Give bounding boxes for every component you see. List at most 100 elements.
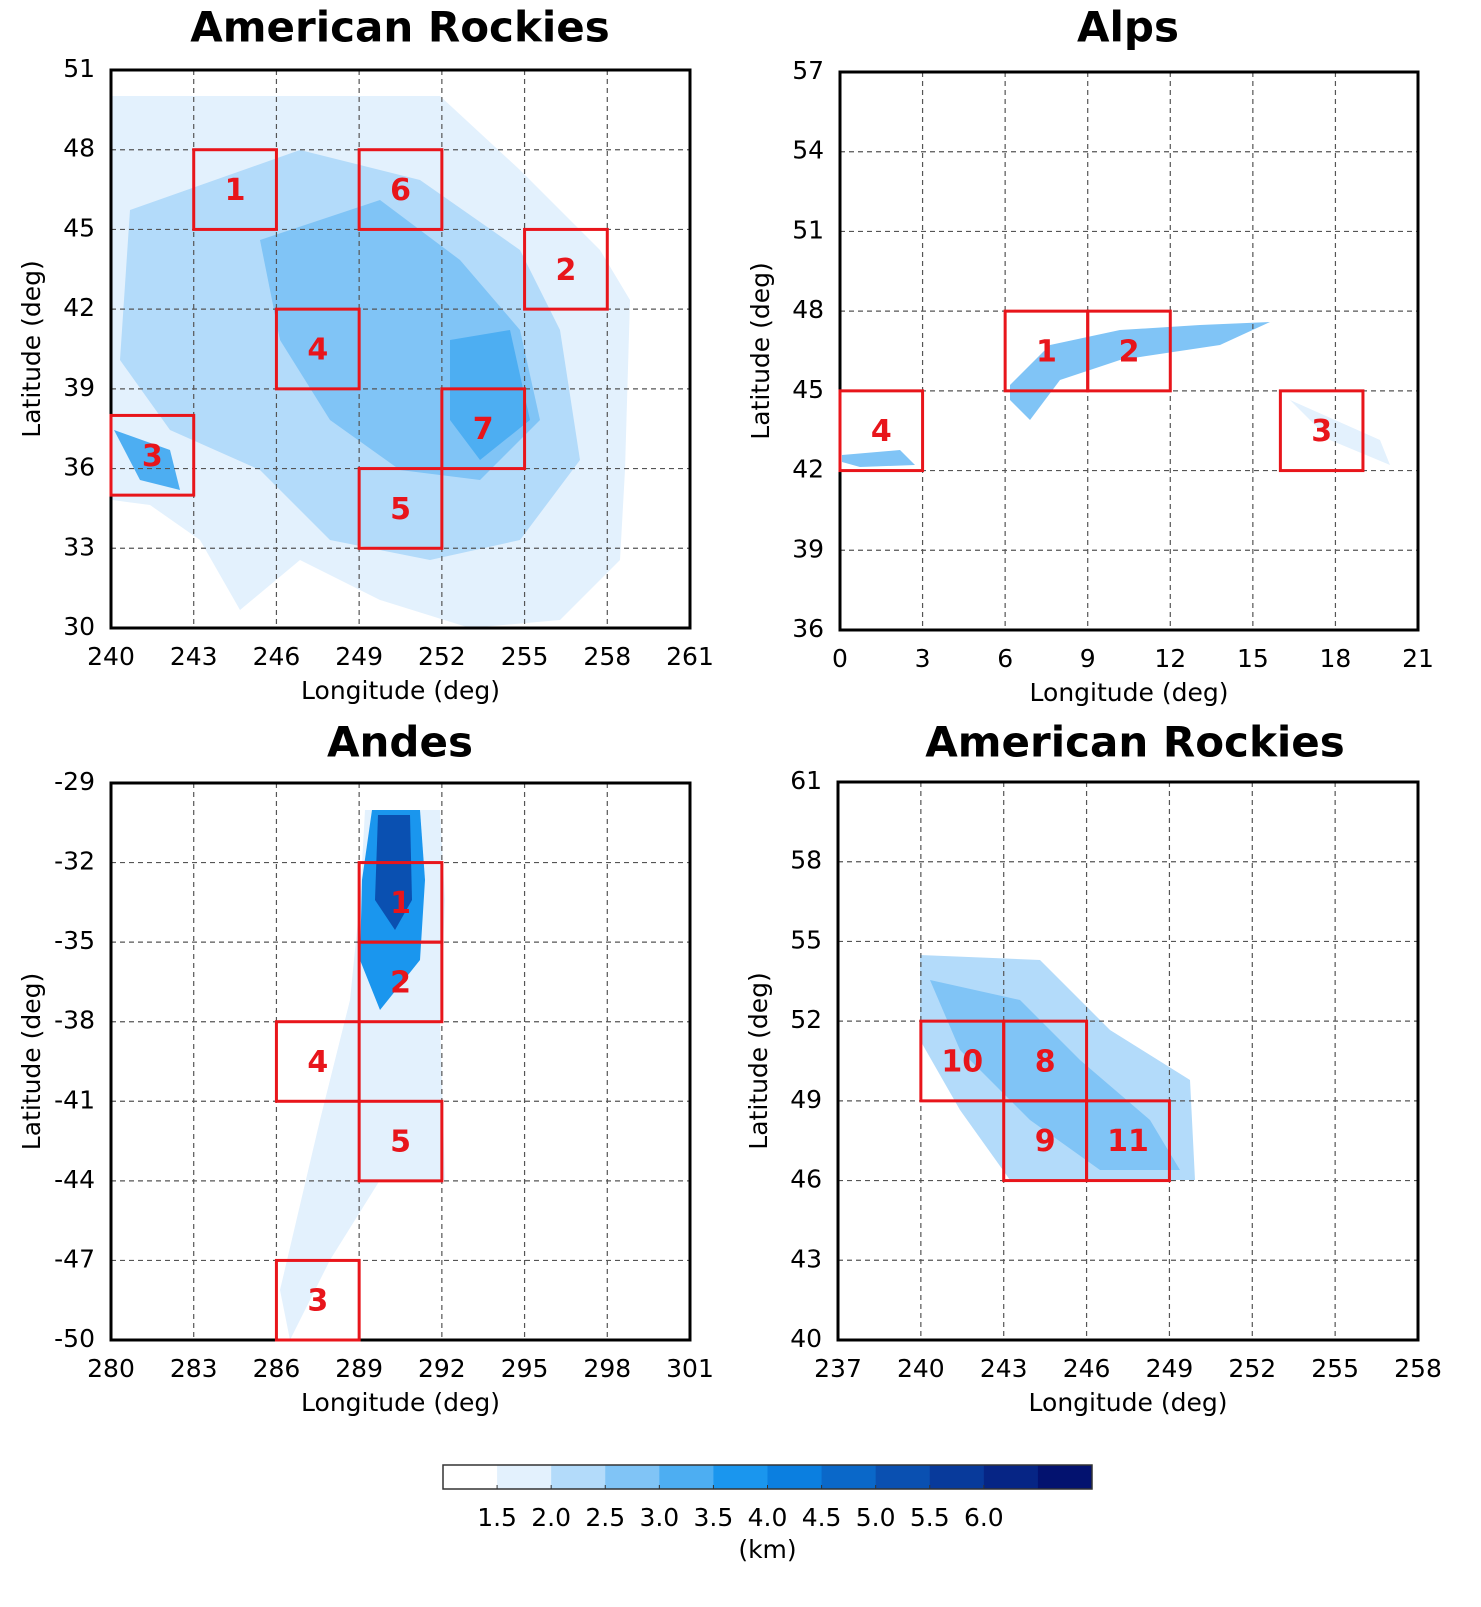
y-tick-label: 61 — [790, 766, 822, 795]
region-label: 2 — [1119, 335, 1140, 370]
colorbar-bin — [768, 1465, 823, 1489]
y-axis-label: Latitude (deg) — [746, 262, 775, 439]
y-tick-label: 45 — [792, 375, 824, 404]
region-label: 3 — [1311, 414, 1332, 449]
y-tick-label: 39 — [63, 373, 95, 402]
y-tick-label: 57 — [792, 56, 824, 85]
colorbar-bin — [497, 1465, 552, 1489]
region-label: 5 — [390, 492, 411, 527]
region-label: 7 — [473, 412, 494, 447]
region-label: 1 — [225, 173, 246, 208]
x-tick-label: 246 — [1063, 1354, 1111, 1383]
x-tick-label: 298 — [583, 1354, 631, 1383]
y-tick-label: 51 — [63, 54, 95, 83]
x-axis-label: Longitude (deg) — [1029, 1388, 1228, 1417]
x-tick-label: 301 — [666, 1354, 714, 1383]
y-tick-label: -29 — [54, 767, 95, 796]
region-label: 9 — [1035, 1124, 1056, 1159]
colorbar-bin — [930, 1465, 985, 1489]
figure: American Rockies240243246249252255258261… — [0, 0, 1481, 1603]
x-tick-label: 255 — [501, 642, 549, 671]
y-tick-label: -50 — [54, 1324, 95, 1353]
y-tick-label: 48 — [792, 295, 824, 324]
x-axis-label: Longitude (deg) — [301, 676, 500, 705]
x-tick-label: 258 — [583, 642, 631, 671]
x-tick-label: 9 — [1080, 644, 1096, 673]
y-tick-label: 48 — [63, 134, 95, 163]
chart-title: Andes — [327, 718, 473, 767]
y-axis-label: Latitude (deg) — [17, 260, 46, 437]
y-tick-label: 36 — [63, 453, 95, 482]
colorbar-bin — [551, 1465, 606, 1489]
y-tick-label: -47 — [54, 1244, 95, 1273]
colorbar-tick-label: 5.0 — [856, 1503, 896, 1532]
y-tick-label: 40 — [790, 1324, 822, 1353]
x-tick-label: 280 — [87, 1354, 135, 1383]
colorbar-bin — [1038, 1465, 1093, 1489]
y-tick-label: 42 — [792, 455, 824, 484]
x-tick-label: 6 — [997, 644, 1013, 673]
x-tick-label: 18 — [1320, 644, 1352, 673]
y-tick-label: 30 — [63, 612, 95, 641]
x-tick-label: 252 — [1228, 1354, 1276, 1383]
region-label: 2 — [390, 965, 411, 1000]
region-label: 3 — [142, 439, 163, 474]
colorbar-tick-label: 4.0 — [748, 1503, 788, 1532]
x-axis-label: Longitude (deg) — [301, 1388, 500, 1417]
y-tick-label: 39 — [792, 534, 824, 563]
colorbar-tick-label: 6.0 — [964, 1503, 1004, 1532]
x-tick-label: 289 — [335, 1354, 383, 1383]
y-tick-label: -38 — [54, 1006, 95, 1035]
y-tick-label: 54 — [792, 136, 824, 165]
y-tick-label: 49 — [790, 1085, 822, 1114]
x-tick-label: 295 — [501, 1354, 549, 1383]
x-tick-label: 0 — [832, 644, 848, 673]
x-tick-label: 283 — [170, 1354, 218, 1383]
x-tick-label: 252 — [418, 642, 466, 671]
chart-title: American Rockies — [190, 3, 610, 52]
x-tick-label: 243 — [980, 1354, 1028, 1383]
colorbar-tick-label: 3.5 — [694, 1503, 734, 1532]
colorbar-label: (km) — [738, 1535, 796, 1564]
colorbar-tick-label: 2.5 — [585, 1503, 625, 1532]
y-tick-label: -41 — [54, 1085, 95, 1114]
x-tick-label: 240 — [87, 642, 135, 671]
region-label: 6 — [390, 173, 411, 208]
y-tick-label: 58 — [790, 846, 822, 875]
y-tick-label: 33 — [63, 532, 95, 561]
colorbar-bin — [659, 1465, 714, 1489]
x-axis-label: Longitude (deg) — [1030, 678, 1229, 707]
chart-title: American Rockies — [925, 718, 1345, 767]
chart-title: Alps — [1077, 3, 1179, 52]
colorbar-tick-label: 4.5 — [802, 1503, 842, 1532]
x-tick-label: 12 — [1154, 644, 1186, 673]
x-tick-label: 21 — [1402, 644, 1434, 673]
y-tick-label: -44 — [54, 1165, 95, 1194]
region-label: 1 — [390, 886, 411, 921]
colorbar-bin — [605, 1465, 660, 1489]
x-tick-label: 286 — [253, 1354, 301, 1383]
colorbar-tick-label: 5.5 — [910, 1503, 950, 1532]
y-tick-label: 52 — [790, 1005, 822, 1034]
y-tick-label: 55 — [790, 925, 822, 954]
region-label: 1 — [1036, 335, 1057, 370]
x-tick-label: 255 — [1311, 1354, 1359, 1383]
y-tick-label: -35 — [54, 926, 95, 955]
x-tick-label: 258 — [1394, 1354, 1442, 1383]
x-tick-label: 3 — [915, 644, 931, 673]
y-axis-label: Latitude (deg) — [17, 973, 46, 1150]
colorbar-bin — [876, 1465, 931, 1489]
colorbar-tick-label: 1.5 — [477, 1503, 517, 1532]
y-tick-label: 43 — [790, 1244, 822, 1273]
x-tick-label: 243 — [170, 642, 218, 671]
y-tick-label: 45 — [63, 213, 95, 242]
region-label: 3 — [307, 1284, 328, 1319]
colorbar-bin — [984, 1465, 1039, 1489]
region-label: 8 — [1035, 1045, 1056, 1080]
y-tick-label: 36 — [792, 614, 824, 643]
colorbar-tick-label: 2.0 — [531, 1503, 571, 1532]
y-tick-label: -32 — [54, 847, 95, 876]
x-tick-label: 15 — [1237, 644, 1269, 673]
region-label: 4 — [307, 333, 328, 368]
colorbar-bin — [713, 1465, 768, 1489]
